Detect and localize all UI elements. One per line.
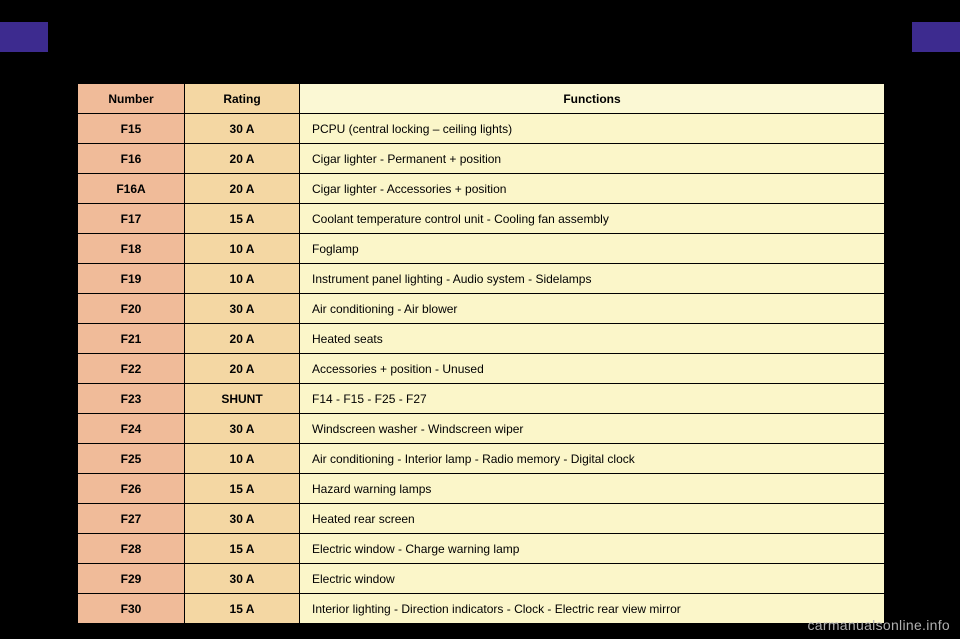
cell-rating: 10 A — [185, 264, 300, 294]
cell-rating: 20 A — [185, 354, 300, 384]
cell-function: F14 - F15 - F25 - F27 — [300, 384, 885, 414]
table-row: F1530 APCPU (central locking – ceiling l… — [78, 114, 885, 144]
header-rating: Rating — [185, 84, 300, 114]
decorative-block-left — [0, 22, 48, 52]
watermark-text: carmanualsonline.info — [808, 617, 951, 633]
cell-rating: 20 A — [185, 324, 300, 354]
table-row: F2430 AWindscreen washer - Windscreen wi… — [78, 414, 885, 444]
cell-number: F20 — [78, 294, 185, 324]
table-body: F1530 APCPU (central locking – ceiling l… — [78, 114, 885, 624]
fuse-table-container: Number Rating Functions F1530 APCPU (cen… — [77, 83, 885, 624]
decorative-block-right — [912, 22, 960, 52]
cell-rating: 30 A — [185, 564, 300, 594]
table-row: F2615 AHazard warning lamps — [78, 474, 885, 504]
cell-function: Instrument panel lighting - Audio system… — [300, 264, 885, 294]
cell-rating: 15 A — [185, 474, 300, 504]
cell-function: Air conditioning - Interior lamp - Radio… — [300, 444, 885, 474]
table-row: F3015 AInterior lighting - Direction ind… — [78, 594, 885, 624]
cell-number: F21 — [78, 324, 185, 354]
cell-rating: 15 A — [185, 534, 300, 564]
cell-function: Cigar lighter - Permanent + position — [300, 144, 885, 174]
cell-function: Coolant temperature control unit - Cooli… — [300, 204, 885, 234]
cell-function: Accessories + position - Unused — [300, 354, 885, 384]
cell-number: F27 — [78, 504, 185, 534]
cell-rating: 30 A — [185, 414, 300, 444]
cell-rating: 20 A — [185, 174, 300, 204]
cell-rating: 20 A — [185, 144, 300, 174]
cell-function: PCPU (central locking – ceiling lights) — [300, 114, 885, 144]
table-row: F1810 AFoglamp — [78, 234, 885, 264]
table-row: F2220 AAccessories + position - Unused — [78, 354, 885, 384]
table-row: F1715 ACoolant temperature control unit … — [78, 204, 885, 234]
cell-number: F25 — [78, 444, 185, 474]
cell-rating: 10 A — [185, 234, 300, 264]
table-row: F2120 AHeated seats — [78, 324, 885, 354]
table-row: F2730 AHeated rear screen — [78, 504, 885, 534]
cell-rating: 30 A — [185, 504, 300, 534]
cell-function: Air conditioning - Air blower — [300, 294, 885, 324]
cell-number: F30 — [78, 594, 185, 624]
cell-number: F26 — [78, 474, 185, 504]
cell-function: Electric window - Charge warning lamp — [300, 534, 885, 564]
cell-function: Hazard warning lamps — [300, 474, 885, 504]
cell-rating: 15 A — [185, 594, 300, 624]
cell-rating: 15 A — [185, 204, 300, 234]
table-row: F2930 AElectric window — [78, 564, 885, 594]
header-functions: Functions — [300, 84, 885, 114]
table-row: F2030 AAir conditioning - Air blower — [78, 294, 885, 324]
table-row: F23SHUNTF14 - F15 - F25 - F27 — [78, 384, 885, 414]
cell-function: Heated seats — [300, 324, 885, 354]
table-row: F2510 AAir conditioning - Interior lamp … — [78, 444, 885, 474]
cell-rating: 30 A — [185, 294, 300, 324]
cell-rating: 30 A — [185, 114, 300, 144]
cell-number: F29 — [78, 564, 185, 594]
cell-number: F16A — [78, 174, 185, 204]
cell-number: F18 — [78, 234, 185, 264]
cell-rating: SHUNT — [185, 384, 300, 414]
cell-number: F28 — [78, 534, 185, 564]
cell-function: Interior lighting - Direction indicators… — [300, 594, 885, 624]
cell-number: F24 — [78, 414, 185, 444]
cell-number: F22 — [78, 354, 185, 384]
cell-rating: 10 A — [185, 444, 300, 474]
fuse-table: Number Rating Functions F1530 APCPU (cen… — [77, 83, 885, 624]
table-row: F1620 ACigar lighter - Permanent + posit… — [78, 144, 885, 174]
cell-number: F19 — [78, 264, 185, 294]
table-row: F16A20 ACigar lighter - Accessories + po… — [78, 174, 885, 204]
table-row: F1910 AInstrument panel lighting - Audio… — [78, 264, 885, 294]
cell-function: Electric window — [300, 564, 885, 594]
cell-number: F23 — [78, 384, 185, 414]
cell-function: Heated rear screen — [300, 504, 885, 534]
cell-number: F16 — [78, 144, 185, 174]
header-number: Number — [78, 84, 185, 114]
table-header-row: Number Rating Functions — [78, 84, 885, 114]
cell-number: F15 — [78, 114, 185, 144]
cell-function: Foglamp — [300, 234, 885, 264]
cell-function: Windscreen washer - Windscreen wiper — [300, 414, 885, 444]
table-row: F2815 AElectric window - Charge warning … — [78, 534, 885, 564]
cell-number: F17 — [78, 204, 185, 234]
cell-function: Cigar lighter - Accessories + position — [300, 174, 885, 204]
